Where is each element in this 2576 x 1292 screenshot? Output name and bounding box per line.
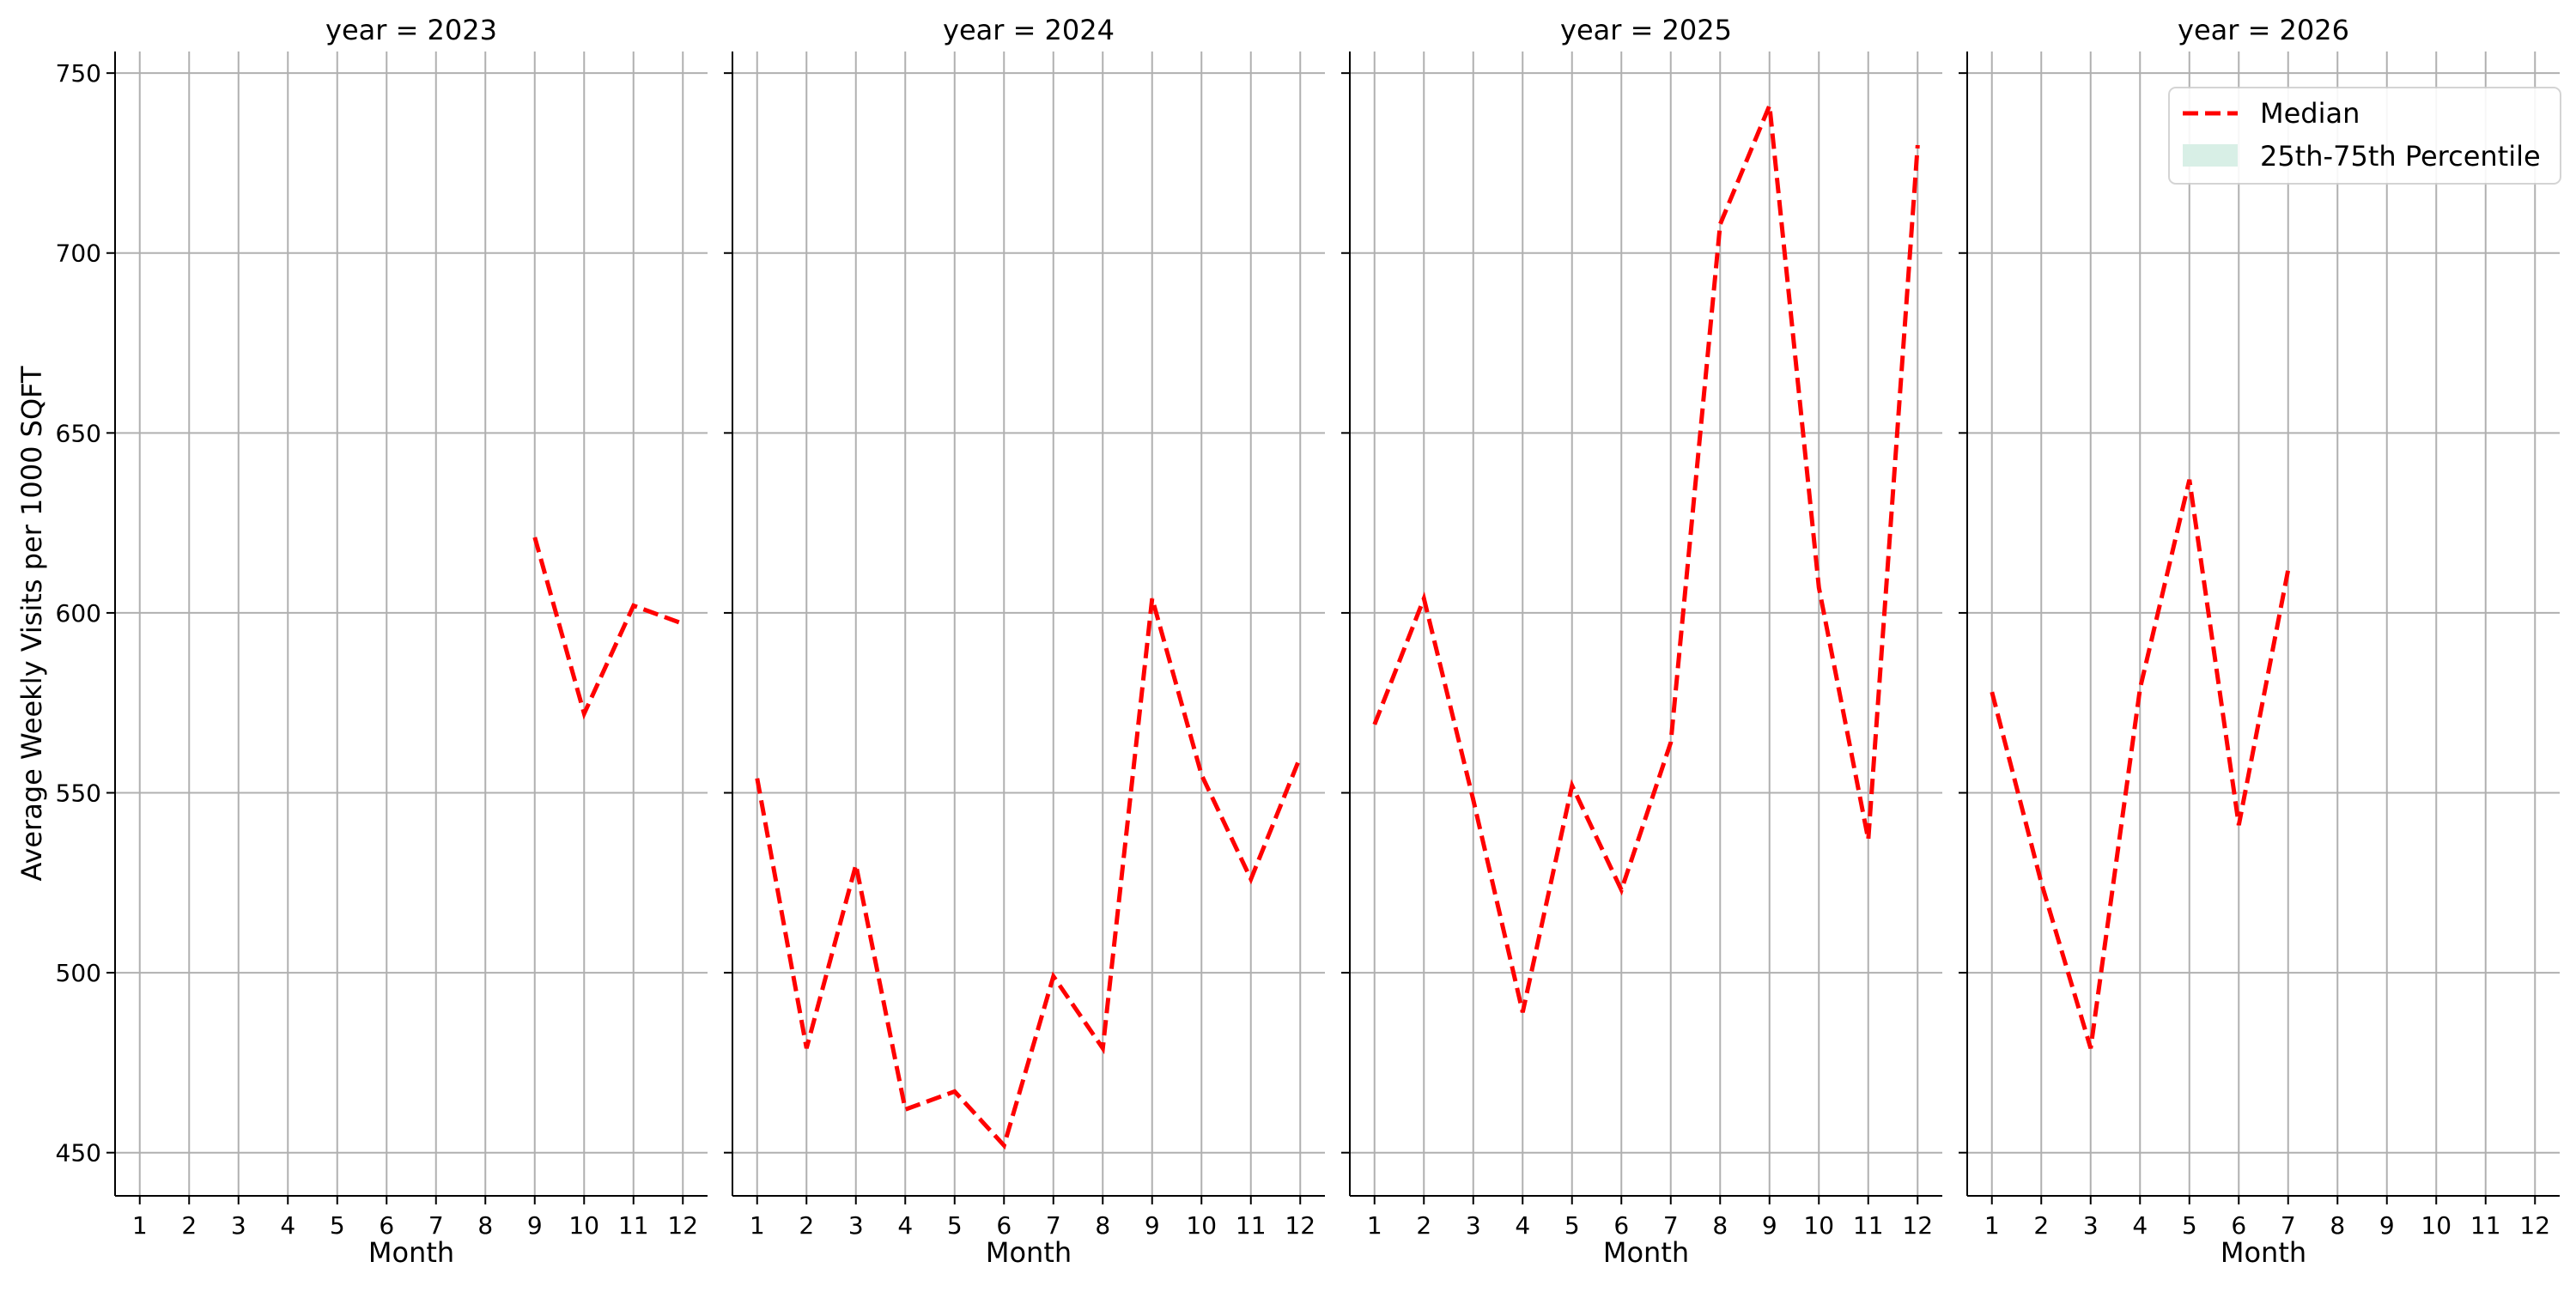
panel-3-x-tick-label-11: 11 (1853, 1211, 1884, 1240)
panel-4-x-tick-label-10: 10 (2421, 1211, 2451, 1240)
panel-4-x-tick-label-6: 6 (2231, 1211, 2246, 1240)
panel-1-x-axis-label: Month (368, 1236, 454, 1269)
panel-4-x-tick-label-5: 5 (2182, 1211, 2197, 1240)
panel-3-x-tick-label-10: 10 (1803, 1211, 1834, 1240)
panel-1-x-tick-label-12: 12 (667, 1211, 698, 1240)
panel-2-median-line (755, 597, 1303, 1150)
panel-2-x-axis-label: Month (986, 1236, 1072, 1269)
panel-2-x-tick-label-12: 12 (1285, 1211, 1315, 1240)
panel-1-x-tick-label-1: 1 (132, 1211, 148, 1240)
panel-3-x-tick-label-12: 12 (1902, 1211, 1933, 1240)
y-axis-label: Average Weekly Visits per 1000 SQFT (15, 366, 48, 882)
panel-3-x-tick-label-6: 6 (1613, 1211, 1629, 1240)
panel-2-x-tick-label-3: 3 (848, 1211, 864, 1240)
panel-4-x-tick-label-9: 9 (2379, 1211, 2395, 1240)
panel-1-x-tick-label-8: 8 (477, 1211, 493, 1240)
panel-3-x-tick-label-7: 7 (1663, 1211, 1679, 1240)
panel-4-x-tick-label-4: 4 (2132, 1211, 2148, 1240)
legend-median-label: Median (2260, 97, 2360, 130)
y-tick-label-550: 550 (56, 779, 101, 808)
panel-4-x-tick-label-7: 7 (2281, 1211, 2296, 1240)
legend-box (2168, 87, 2561, 185)
panel-4-x-tick-label-11: 11 (2470, 1211, 2501, 1240)
panel-2-x-tick-label-11: 11 (1236, 1211, 1267, 1240)
panel-3-x-tick-label-4: 4 (1515, 1211, 1530, 1240)
panel-3-x-tick-label-3: 3 (1466, 1211, 1481, 1240)
legend-percentile-label: 25th-75th Percentile (2260, 140, 2541, 173)
y-tick-label-750: 750 (56, 59, 101, 88)
panel-4-median-line (1990, 479, 2291, 1049)
panel-2-x-tick-label-1: 1 (750, 1211, 765, 1240)
panel-3-x-tick-label-1: 1 (1367, 1211, 1382, 1240)
panel-2-x-tick-label-4: 4 (897, 1211, 913, 1240)
panel-4-x-tick-label-3: 3 (2083, 1211, 2099, 1240)
panel-2-x-tick-label-8: 8 (1095, 1211, 1110, 1240)
panel-4-x-axis-label: Month (2221, 1236, 2306, 1269)
panel-1-x-tick-label-11: 11 (618, 1211, 649, 1240)
panel-1-x-tick-label-3: 3 (231, 1211, 246, 1240)
panel-1-title: year = 2023 (325, 14, 497, 46)
panel-2-x-tick-label-10: 10 (1186, 1211, 1217, 1240)
panel-3-x-axis-label: Month (1603, 1236, 1689, 1269)
panel-4-x-tick-label-2: 2 (2033, 1211, 2049, 1240)
panel-1-x-tick-label-6: 6 (379, 1211, 394, 1240)
panel-4-x-tick-label-8: 8 (2330, 1211, 2345, 1240)
y-tick-label-650: 650 (56, 419, 101, 447)
panel-1-x-tick-label-2: 2 (181, 1211, 197, 1240)
y-tick-label-500: 500 (56, 959, 101, 987)
panel-3-x-tick-label-2: 2 (1416, 1211, 1431, 1240)
y-tick-label-450: 450 (56, 1139, 101, 1168)
legend-percentile-swatch (2183, 144, 2238, 167)
panel-2-x-tick-label-7: 7 (1046, 1211, 1061, 1240)
panel-3-title: year = 2025 (1560, 14, 1732, 46)
panel-2-x-tick-label-6: 6 (996, 1211, 1012, 1240)
panel-1-x-tick-label-10: 10 (568, 1211, 599, 1240)
panel-4-x-tick-label-1: 1 (1984, 1211, 2000, 1240)
panel-1-median-line (532, 537, 684, 720)
panel-3-x-tick-label-9: 9 (1762, 1211, 1777, 1240)
panel-1-x-tick-label-7: 7 (428, 1211, 444, 1240)
panel-3-x-tick-label-8: 8 (1712, 1211, 1728, 1240)
panel-3-median-line (1372, 104, 1920, 1013)
panel-2-x-tick-label-2: 2 (799, 1211, 814, 1240)
panel-2-title: year = 2024 (943, 14, 1115, 46)
panel-2-x-tick-label-5: 5 (947, 1211, 963, 1240)
y-tick-label-600: 600 (56, 599, 101, 628)
panel-1-x-tick-label-5: 5 (330, 1211, 345, 1240)
panel-3-x-tick-label-5: 5 (1564, 1211, 1580, 1240)
panel-1-x-tick-label-4: 4 (280, 1211, 295, 1240)
panel-2-x-tick-label-9: 9 (1145, 1211, 1160, 1240)
panel-4-title: year = 2026 (2178, 14, 2349, 46)
panel-1-x-tick-label-9: 9 (527, 1211, 543, 1240)
y-tick-label-700: 700 (56, 240, 101, 268)
panel-4-x-tick-label-12: 12 (2519, 1211, 2550, 1240)
